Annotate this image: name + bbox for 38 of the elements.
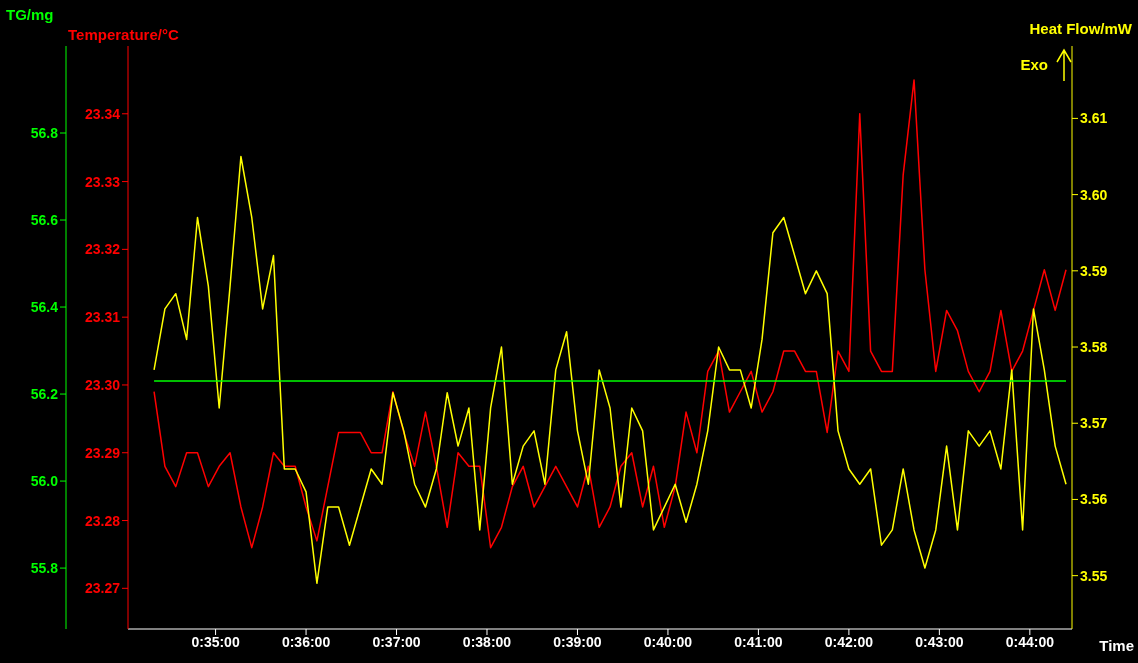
x-tick-label: 0:35:00	[191, 633, 240, 650]
y2-tick-label: 56.0	[30, 473, 59, 490]
x-tick-label: 0:37:00	[372, 633, 421, 650]
y2-tick-label: 56.2	[30, 386, 59, 403]
y-axis-title: Temperature/°C	[68, 26, 179, 43]
annotation: Exo	[1020, 56, 1048, 73]
x-tick-label: 0:40:00	[643, 633, 693, 650]
y3-tick-label: 3.55	[1080, 567, 1108, 584]
y3-tick-label: 3.56	[1080, 491, 1108, 508]
y-tick-label: 23.28	[84, 512, 121, 529]
y3-tick-label: 3.59	[1080, 262, 1108, 279]
y2-tick-label: 56.4	[30, 299, 59, 316]
y-tick-label: 23.32	[84, 241, 121, 258]
y-tick-label: 23.31	[84, 309, 121, 326]
y-tick-label: 23.34	[84, 105, 121, 122]
x-tick-label: 0:36:00	[281, 633, 331, 650]
x-tick-label: 0:38:00	[462, 633, 512, 650]
line-series	[153, 155, 1067, 585]
y-tick-label: 23.30	[84, 376, 121, 393]
y2-tick-label: 56.8	[30, 124, 59, 141]
y-tick-label: 23.27	[84, 580, 121, 597]
y-tick-label: 23.33	[84, 173, 121, 190]
x-tick-label: 0:43:00	[915, 633, 964, 650]
x-axis-title: Time	[1099, 637, 1134, 654]
y2-tick-label: 55.8	[30, 560, 59, 577]
line-series	[153, 79, 1067, 549]
x-tick-label: 0:44:00	[1005, 633, 1055, 650]
y3-tick-label: 3.58	[1080, 339, 1108, 355]
y3-axis-title: Heat Flow/mW	[1029, 20, 1132, 37]
y3-tick-label: 3.57	[1080, 415, 1108, 432]
x-tick-label: 0:42:00	[824, 633, 874, 650]
y3-tick-label: 3.61	[1080, 110, 1108, 127]
y-tick-label: 23.29	[84, 444, 121, 461]
y3-tick-label: 3.60	[1080, 186, 1108, 203]
x-tick-label: 0:39:00	[553, 633, 602, 650]
y2-axis-title: TG/mg	[6, 6, 54, 23]
x-tick-label: 0:41:00	[734, 633, 783, 650]
y2-tick-label: 56.6	[30, 212, 59, 228]
